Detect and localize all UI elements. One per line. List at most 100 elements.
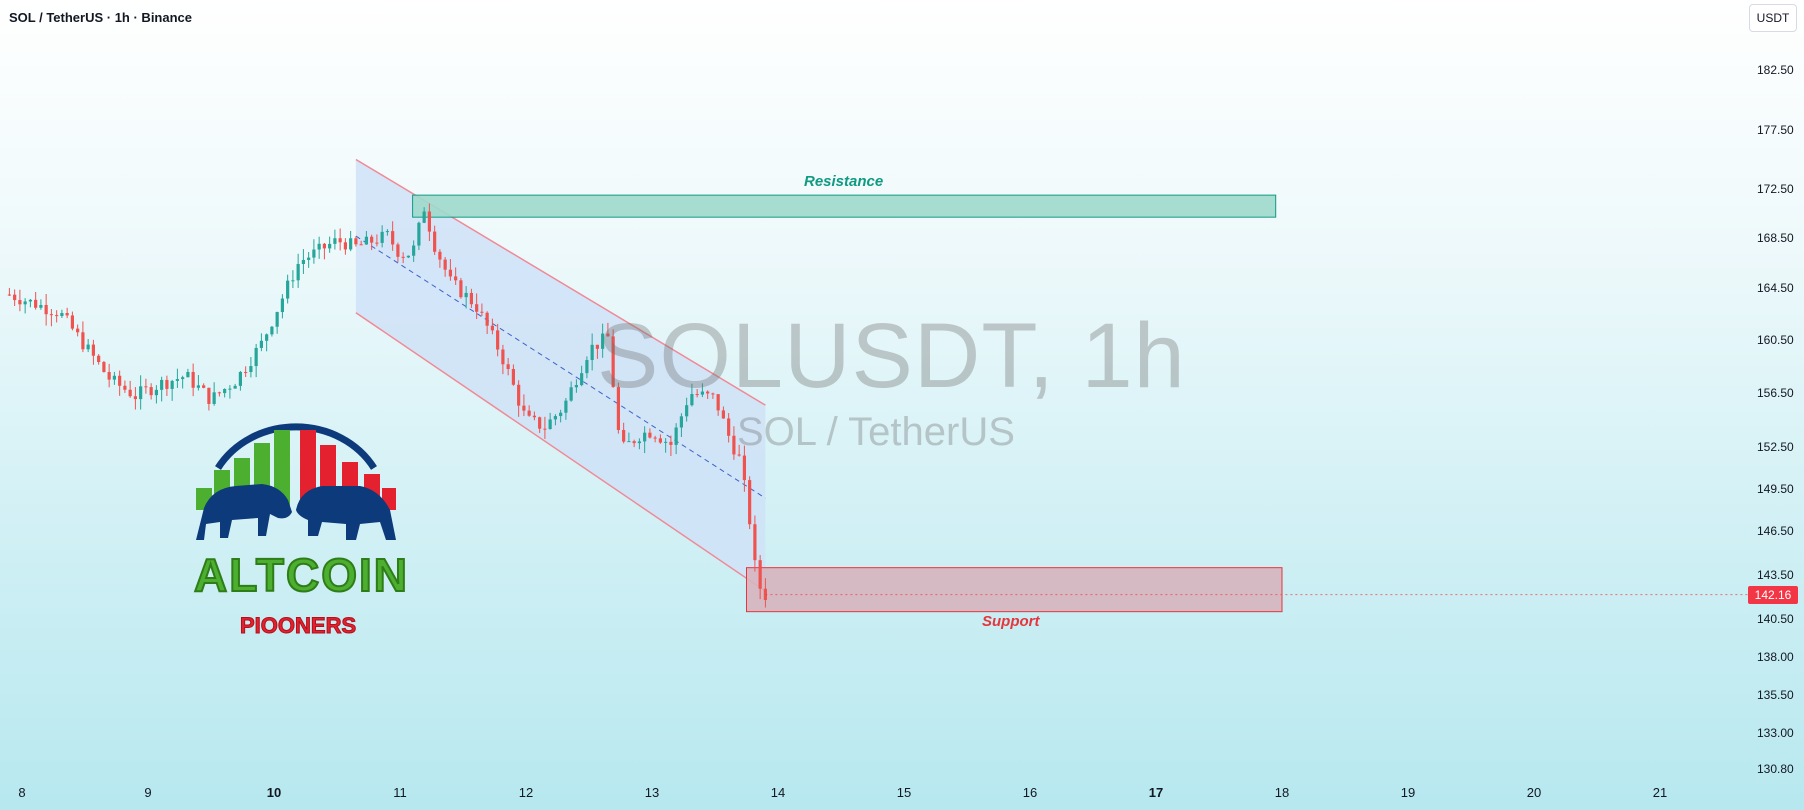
logo-arc [215, 423, 377, 470]
candle-body-15 [86, 344, 90, 350]
candle-body-89 [475, 304, 479, 312]
candle-body-134 [711, 393, 715, 395]
candle-body-86 [459, 280, 463, 298]
candle-body-74 [396, 244, 400, 257]
candle-body-68 [364, 236, 368, 245]
candle-body-127 [674, 427, 678, 445]
last-price-tag: 142.16 [1748, 585, 1798, 604]
candle-body-51 [275, 312, 279, 327]
candle-body-88 [469, 292, 473, 305]
candle-body-62 [333, 238, 337, 244]
candle-body-33 [181, 377, 185, 380]
candle-body-126 [669, 441, 673, 445]
resistance-label: Resistance [804, 173, 884, 190]
currency-button[interactable]: USDT [1749, 4, 1797, 32]
candle-body-136 [721, 410, 725, 419]
candle-body-18 [102, 362, 106, 373]
candle-body-45 [244, 371, 248, 373]
bull-icon [196, 484, 292, 540]
candle-body-131 [695, 394, 699, 396]
candle-body-5 [34, 299, 38, 308]
candle-body-34 [186, 371, 190, 378]
candle-body-139 [737, 454, 741, 456]
candle-body-71 [380, 231, 384, 243]
time-tick: 21 [1652, 785, 1668, 800]
candle-body-77 [412, 245, 416, 256]
candle-body-32 [175, 379, 179, 381]
candle-body-80 [427, 211, 431, 232]
symbol-title[interactable]: SOL / TetherUS · 1h · Binance [9, 10, 192, 25]
price-tick: 156.50 [1757, 386, 1794, 400]
candle-body-66 [354, 238, 358, 245]
candle-body-82 [438, 251, 442, 260]
candle-body-54 [291, 280, 295, 282]
candle-body-36 [196, 385, 200, 388]
candle-body-81 [433, 231, 437, 252]
time-tick: 8 [18, 785, 26, 800]
candle-body-76 [406, 255, 410, 258]
candle-body-117 [622, 429, 626, 442]
candle-body-93 [496, 330, 500, 350]
candle-body-72 [385, 231, 389, 233]
candle-body-105 [559, 412, 563, 417]
logo-text-main: ALTCOIN [193, 549, 410, 601]
candle-body-91 [485, 312, 489, 326]
channel-lower-line [355, 312, 766, 592]
candle-body-135 [716, 394, 720, 411]
time-tick: 17 [1148, 785, 1164, 800]
candle-body-70 [375, 242, 379, 244]
candle-body-97 [517, 384, 521, 406]
candle-body-17 [97, 355, 101, 363]
bear-icon [296, 486, 396, 540]
candle-body-58 [312, 249, 316, 258]
candle-body-49 [265, 334, 269, 341]
time-tick: 9 [144, 785, 152, 800]
candle-body-141 [748, 480, 752, 525]
time-tick: 19 [1400, 785, 1416, 800]
time-tick: 14 [770, 785, 786, 800]
candle-body-84 [448, 269, 452, 277]
price-tick: 138.00 [1757, 650, 1794, 664]
candle-body-41 [223, 389, 227, 394]
price-tick: 130.80 [1757, 762, 1794, 776]
candle-body-143 [758, 560, 762, 589]
candle-body-108 [574, 385, 578, 388]
candle-body-94 [501, 349, 505, 365]
candle-body-56 [301, 259, 305, 264]
candle-body-132 [700, 391, 704, 395]
candle-body-25 [139, 386, 143, 400]
candle-body-128 [679, 416, 683, 428]
candle-body-115 [611, 336, 615, 388]
candle-body-8 [49, 314, 53, 316]
candle-body-61 [328, 243, 332, 249]
candle-body-23 [128, 389, 132, 397]
candle-body-129 [685, 405, 689, 417]
candle-body-11 [65, 313, 69, 316]
candle-body-6 [39, 305, 43, 308]
candle-body-29 [160, 379, 164, 390]
resistance-zone [412, 194, 1277, 218]
channel-mid-line [355, 235, 766, 499]
candle-body-3 [23, 301, 27, 305]
candle-body-118 [627, 441, 631, 443]
candle-body-57 [307, 257, 311, 260]
channel-fill [355, 159, 766, 592]
candle-body-75 [401, 256, 405, 258]
candle-body-27 [149, 387, 153, 396]
candle-body-79 [422, 211, 426, 223]
price-tick: 152.50 [1757, 440, 1794, 454]
candle-body-142 [753, 524, 757, 561]
candle-body-102 [543, 428, 547, 430]
candle-body-78 [417, 222, 421, 246]
candle-body-92 [490, 325, 494, 331]
candle-body-107 [569, 387, 573, 401]
watermark-name: SOL / TetherUS [737, 410, 1015, 454]
candle-body-95 [506, 364, 510, 370]
price-tick: 160.50 [1757, 333, 1794, 347]
price-tick: 135.50 [1757, 688, 1794, 702]
price-tick: 140.50 [1757, 612, 1794, 626]
candle-body-59 [317, 243, 321, 250]
candle-body-35 [191, 371, 195, 388]
